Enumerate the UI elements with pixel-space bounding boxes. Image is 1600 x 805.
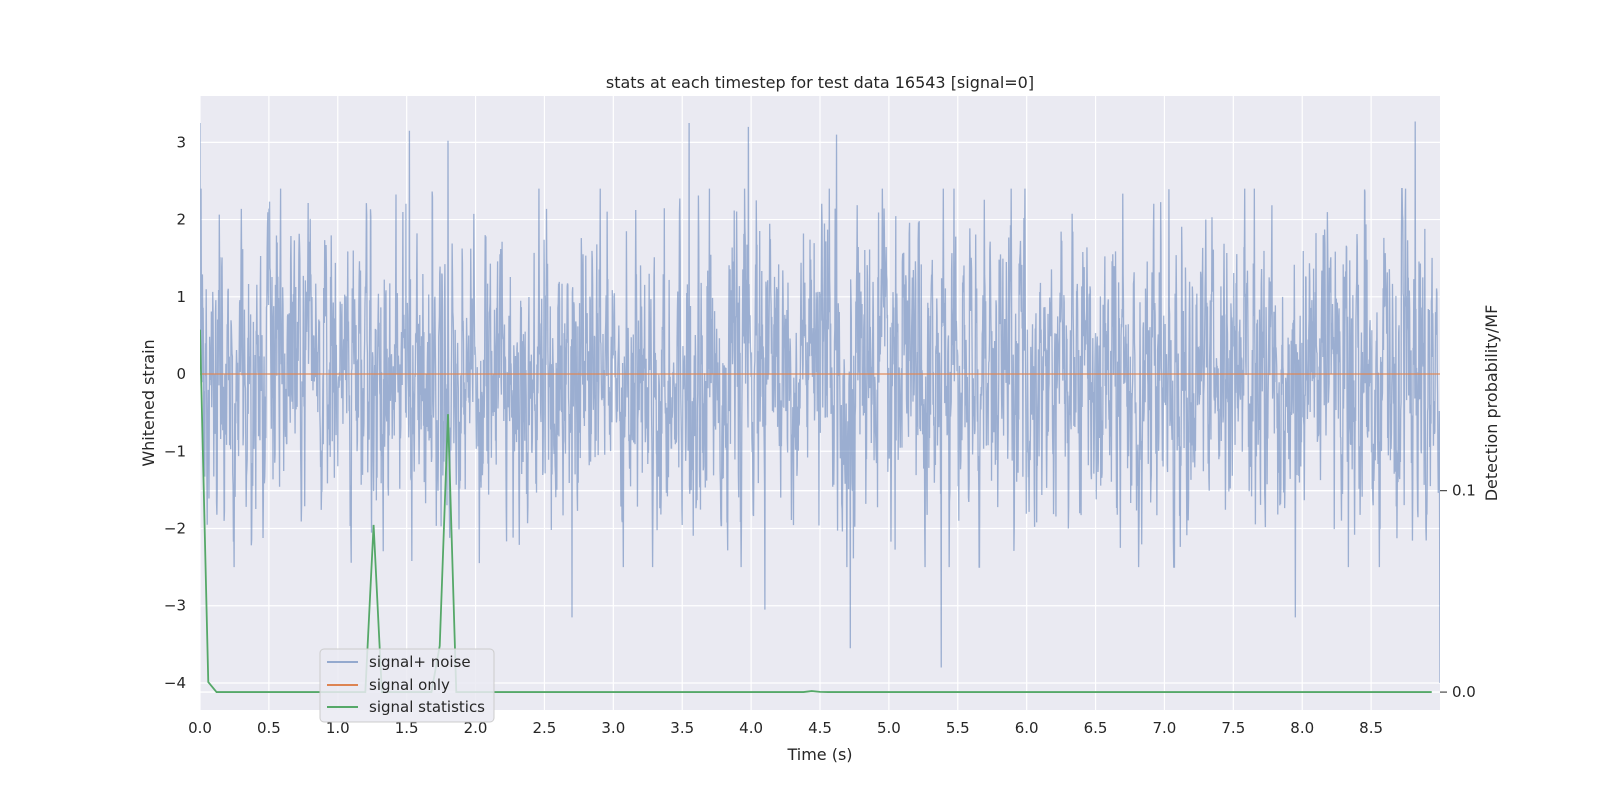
y2-tick-label: 0.0 [1452, 683, 1476, 701]
x-tick-label: 8.5 [1359, 719, 1383, 737]
y2-axis-ticks: 0.1 0.0 [1440, 482, 1476, 701]
y-axis-label: Whitened strain [139, 339, 158, 466]
x-tick-label: 3.0 [601, 719, 625, 737]
x-tick-label: 7.0 [1153, 719, 1177, 737]
y-axis-ticks: 3 2 1 0 −1 −2 −3 −4 [164, 133, 186, 692]
legend: signal+ noise signal only signal statist… [319, 648, 495, 723]
y-tick-label: −2 [164, 520, 186, 538]
x-tick-label: 4.5 [808, 719, 832, 737]
y2-axis-label: Detection probability/MF [1482, 305, 1501, 502]
x-tick-label: 2.5 [533, 719, 557, 737]
legend-box [319, 648, 495, 723]
y-tick-label: 1 [176, 288, 186, 306]
x-tick-label: 5.5 [946, 719, 970, 737]
x-tick-label: 8.0 [1290, 719, 1314, 737]
legend-label-signal-only: signal only [369, 676, 450, 694]
x-tick-label: 0.5 [257, 719, 281, 737]
y-tick-label: −4 [164, 674, 186, 692]
x-tick-label: 1.0 [326, 719, 350, 737]
y-tick-label: 3 [176, 133, 186, 151]
y2-tick-label: 0.1 [1452, 482, 1476, 500]
x-tick-label: 6.5 [1084, 719, 1108, 737]
chart-title: stats at each timestep for test data 165… [606, 73, 1034, 92]
x-tick-label: 6.0 [1015, 719, 1039, 737]
x-tick-label: 2.0 [464, 719, 488, 737]
y-tick-label: −1 [164, 442, 186, 460]
series-signal-noise-line [200, 121, 1440, 683]
x-tick-label: 4.0 [739, 719, 763, 737]
x-tick-label: 7.5 [1221, 719, 1245, 737]
x-tick-label: 1.5 [395, 719, 419, 737]
legend-label-signal-noise: signal+ noise [369, 653, 471, 671]
x-axis-ticks: 0.0 0.5 1.0 1.5 2.0 2.5 3.0 3.5 4.0 4.5 5.0 5.5 6.0 6… [188, 719, 1383, 737]
x-axis-label: Time (s) [786, 745, 852, 764]
y-tick-label: 0 [176, 365, 186, 383]
y-tick-label: −3 [164, 597, 186, 615]
y-tick-label: 2 [176, 211, 186, 229]
x-tick-label: 0.0 [188, 719, 212, 737]
x-tick-label: 3.5 [670, 719, 694, 737]
legend-label-signal-statistics: signal statistics [369, 698, 485, 716]
x-tick-label: 5.0 [877, 719, 901, 737]
